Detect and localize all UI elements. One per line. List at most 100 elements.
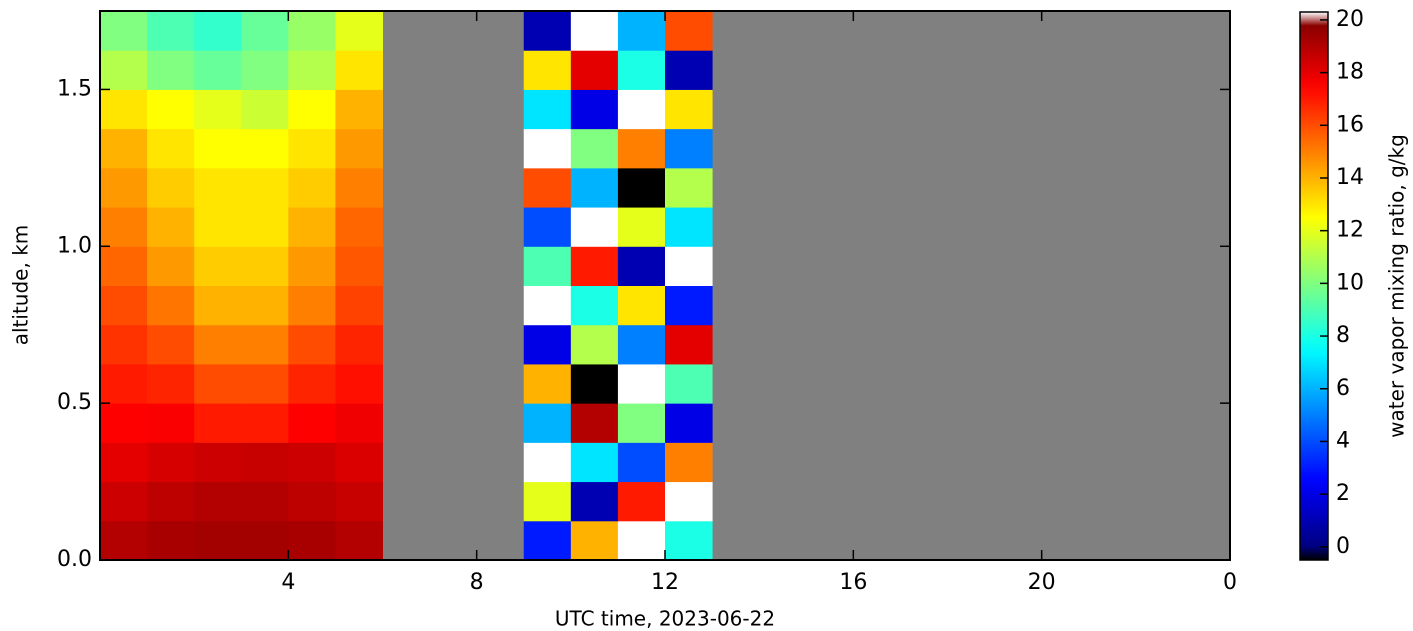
heatmap-cell	[100, 285, 148, 326]
heatmap-cell	[665, 167, 713, 208]
heatmap-cell	[523, 285, 572, 326]
heatmap-cell	[665, 324, 713, 365]
colorbar-tick-label: 2	[1336, 481, 1350, 506]
heatmap-cell	[665, 481, 713, 522]
heatmap-cell	[665, 207, 713, 247]
heatmap-cell	[288, 481, 336, 522]
x-tick-label: 0	[1223, 570, 1237, 595]
colorbar	[1299, 11, 1329, 561]
colorbar-tick-label: 6	[1336, 376, 1350, 401]
heatmap-cell	[335, 403, 383, 443]
heatmap-cell	[570, 442, 619, 483]
heatmap-cell	[194, 324, 242, 365]
heatmap-cell	[335, 246, 383, 286]
heatmap-cell	[147, 520, 195, 561]
heatmap-cell	[147, 442, 195, 483]
heatmap-cell	[617, 128, 666, 169]
heatmap-cell	[194, 167, 242, 208]
heatmap-cell	[147, 207, 195, 247]
heatmap-cell	[665, 246, 713, 286]
heatmap-cell	[570, 50, 619, 90]
heatmap-cell	[194, 442, 242, 483]
heatmap-cell	[147, 11, 195, 51]
heatmap-cell	[523, 324, 572, 365]
y-axis-label: altitude, km	[9, 225, 33, 346]
heatmap-cell	[523, 50, 572, 90]
heatmap-cell	[194, 50, 242, 90]
heatmap-cell	[523, 481, 572, 522]
heatmap-cell	[194, 11, 242, 51]
heatmap-cell	[665, 520, 713, 561]
heatmap-cell	[241, 403, 289, 443]
heatmap-cell	[241, 89, 289, 130]
heatmap-cell	[617, 89, 666, 130]
heatmap-cell	[241, 520, 289, 561]
y-tick-label: 1.0	[57, 233, 92, 258]
heatmap-cell	[335, 285, 383, 326]
heatmap-cell	[617, 481, 666, 522]
heatmap-cell	[100, 324, 148, 365]
heatmap-cell	[194, 403, 242, 443]
heatmap-cell	[335, 363, 383, 404]
x-tick-label: 20	[1028, 570, 1056, 595]
heatmap-cell	[617, 246, 666, 286]
heatmap-cell	[194, 89, 242, 130]
heatmap-cell	[288, 324, 336, 365]
heatmap-cell	[570, 89, 619, 130]
heatmap-cell	[100, 50, 148, 90]
heatmap-cell	[570, 363, 619, 404]
heatmap-cell	[241, 11, 289, 51]
heatmap-cell	[147, 246, 195, 286]
heatmap-cell	[617, 324, 666, 365]
y-tick-label: 1.5	[57, 76, 92, 101]
heatmap-cell	[335, 520, 383, 561]
heatmap-cell	[194, 285, 242, 326]
colorbar-tick-label: 0	[1336, 534, 1350, 559]
colorbar-tick-label: 20	[1336, 7, 1364, 32]
heatmap-cell	[335, 442, 383, 483]
heatmap-cell	[523, 442, 572, 483]
heatmap-cell	[617, 442, 666, 483]
heatmap-cell	[570, 520, 619, 561]
heatmap-cell	[665, 363, 713, 404]
heatmap-cell	[288, 442, 336, 483]
heatmap-cell	[570, 246, 619, 286]
heatmap-cell	[241, 285, 289, 326]
heatmap-cell	[570, 285, 619, 326]
x-axis-label: UTC time, 2023-06-22	[555, 607, 775, 631]
heatmap-cell	[288, 89, 336, 130]
heatmap-cell	[335, 128, 383, 169]
colorbar-tick-label: 18	[1336, 60, 1364, 85]
heatmap-cell	[194, 128, 242, 169]
heatmap-cell	[523, 167, 572, 208]
heatmap-cell	[570, 11, 619, 51]
heatmap-cell	[147, 481, 195, 522]
heatmap-cell	[147, 50, 195, 90]
heatmap-cell	[194, 207, 242, 247]
heatmap-cell	[241, 50, 289, 90]
heatmap-cell	[570, 167, 619, 208]
heatmap-cell	[570, 207, 619, 247]
heatmap-cell	[617, 167, 666, 208]
heatmap-cell	[617, 363, 666, 404]
heatmap-cell	[335, 167, 383, 208]
heatmap-cell	[288, 520, 336, 561]
heatmap-cell	[147, 285, 195, 326]
heatmap-cell	[100, 363, 148, 404]
x-tick-label: 12	[651, 570, 679, 595]
heatmap-cell	[617, 520, 666, 561]
heatmap-cell	[288, 167, 336, 208]
heatmap-cell	[288, 50, 336, 90]
heatmap-cell	[241, 207, 289, 247]
heatmap-cell	[100, 442, 148, 483]
heatmap-cell	[288, 285, 336, 326]
colorbar-tick-label: 14	[1336, 165, 1364, 190]
heatmap-cell	[665, 11, 713, 51]
heatmap-cell	[665, 403, 713, 443]
heatmap-cell	[194, 520, 242, 561]
x-tick-label: 4	[281, 570, 295, 595]
heatmap-cell	[100, 246, 148, 286]
heatmap-cell	[241, 442, 289, 483]
heatmap-cell	[288, 207, 336, 247]
colorbar-tick-label: 16	[1336, 112, 1364, 137]
